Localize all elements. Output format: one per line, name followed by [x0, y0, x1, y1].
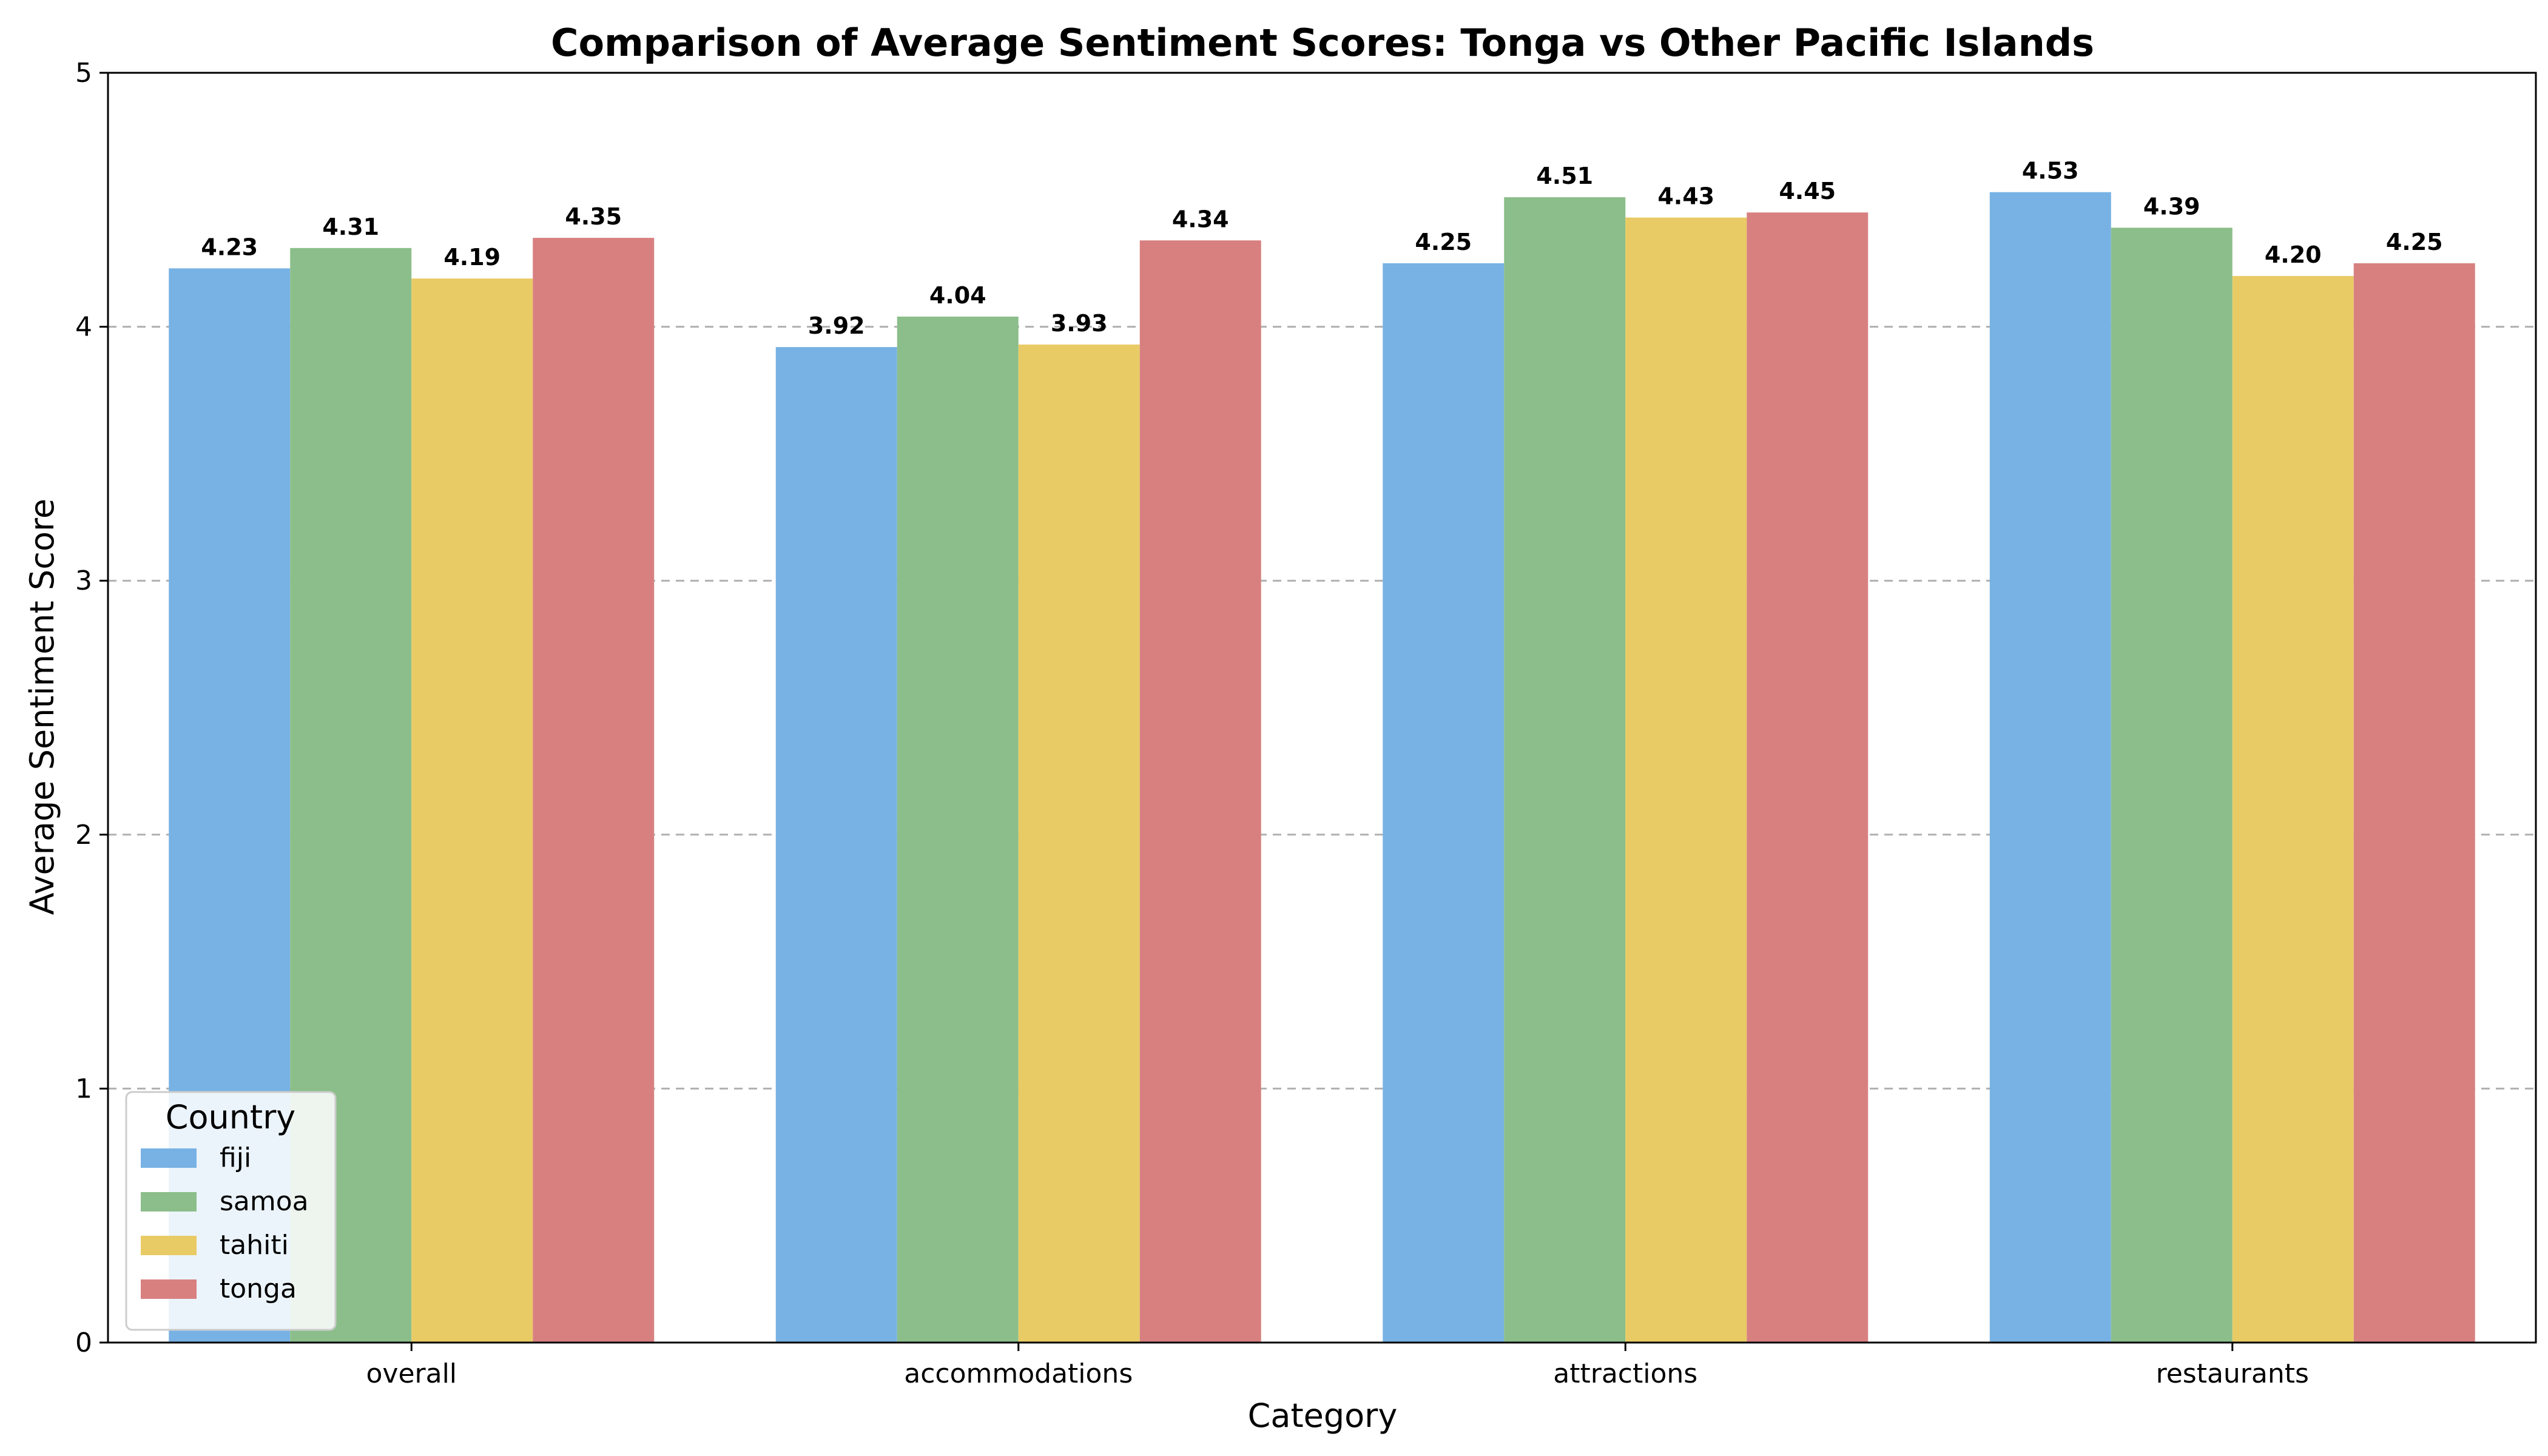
value-label-tonga-overall: 4.35 — [565, 203, 622, 230]
legend-swatch-tahiti — [141, 1236, 197, 1255]
value-label-tahiti-overall: 4.19 — [443, 244, 500, 271]
y-axis-ticks: 0 1 2 3 4 5 — [75, 58, 108, 1358]
value-label-tonga-restaurants: 4.25 — [2386, 229, 2443, 255]
x-tick-label-restaurants: restaurants — [2156, 1358, 2309, 1389]
legend-label-fiji: fiji — [220, 1142, 251, 1173]
legend-label-tahiti: tahiti — [220, 1230, 289, 1261]
bar-fiji-restaurants — [1989, 192, 2111, 1343]
y-tick-label: 1 — [75, 1073, 92, 1104]
y-tick-label: 0 — [75, 1327, 92, 1358]
value-label-tahiti-attractions: 4.43 — [1657, 183, 1714, 210]
value-label-samoa-overall: 4.31 — [322, 214, 379, 240]
value-label-fiji-overall: 4.23 — [201, 234, 258, 260]
chart-title: Comparison of Average Sentiment Scores: … — [551, 21, 2094, 65]
value-label-fiji-accommodations: 3.92 — [808, 312, 865, 339]
value-label-tahiti-restaurants: 4.20 — [2265, 241, 2322, 268]
legend: Country fiji samoa tahiti tonga — [125, 1091, 337, 1331]
bar-tahiti-overall — [411, 278, 533, 1343]
bar-tahiti-attractions — [1625, 217, 1747, 1343]
legend-label-tonga: tonga — [220, 1273, 297, 1304]
axes — [107, 72, 2537, 1344]
y-axis-label: Average Sentiment Score — [23, 499, 61, 915]
value-label-tonga-attractions: 4.45 — [1779, 178, 1836, 204]
legend-title: Country — [166, 1098, 296, 1136]
legend-items: fiji samoa tahiti tonga — [141, 1142, 309, 1304]
y-tick-label: 2 — [75, 820, 92, 851]
x-tick-label-accommodations: accommodations — [904, 1358, 1133, 1389]
value-label-samoa-accommodations: 4.04 — [929, 282, 986, 309]
value-label-tonga-accommodations: 4.34 — [1172, 206, 1229, 232]
plot-frame — [107, 72, 2537, 1344]
value-label-fiji-attractions: 4.25 — [1415, 229, 1472, 255]
x-tick-label-attractions: attractions — [1553, 1358, 1697, 1389]
bar-fiji-attractions — [1383, 263, 1505, 1343]
bar-fiji-accommodations — [775, 347, 897, 1343]
bars — [169, 192, 2475, 1343]
gridlines — [108, 326, 2536, 1090]
legend-label-samoa: samoa — [220, 1186, 309, 1217]
x-axis-label: Category — [1248, 1397, 1398, 1435]
bar-tonga-accommodations — [1139, 240, 1261, 1343]
value-label-samoa-restaurants: 4.39 — [2143, 193, 2200, 220]
legend-swatch-tonga — [141, 1279, 197, 1299]
bar-tahiti-restaurants — [2232, 275, 2354, 1343]
value-label-fiji-restaurants: 4.53 — [2022, 158, 2079, 184]
bar-samoa-restaurants — [2111, 228, 2233, 1343]
x-tick-label-overall: overall — [366, 1358, 457, 1389]
bar-tahiti-accommodations — [1018, 344, 1140, 1343]
bar-samoa-accommodations — [897, 316, 1019, 1343]
value-label-tahiti-accommodations: 3.93 — [1051, 310, 1108, 337]
bar-tonga-overall — [533, 238, 655, 1343]
value-label-samoa-attractions: 4.51 — [1536, 163, 1593, 189]
y-tick-label: 3 — [75, 565, 92, 596]
legend-swatch-fiji — [141, 1148, 197, 1168]
bar-tonga-attractions — [1747, 212, 1869, 1343]
bar-tonga-restaurants — [2353, 263, 2475, 1343]
x-axis-ticks: overall accommodations attractions restaura… — [366, 1343, 2309, 1389]
bar-samoa-attractions — [1504, 197, 1626, 1343]
legend-swatch-samoa — [141, 1192, 197, 1212]
y-tick-label: 4 — [75, 312, 92, 343]
value-labels: 4.23 4.31 4.19 4.35 3.92 4.04 3.93 4.34 4.25 4.51… — [201, 158, 2442, 339]
y-tick-label: 5 — [75, 58, 92, 89]
